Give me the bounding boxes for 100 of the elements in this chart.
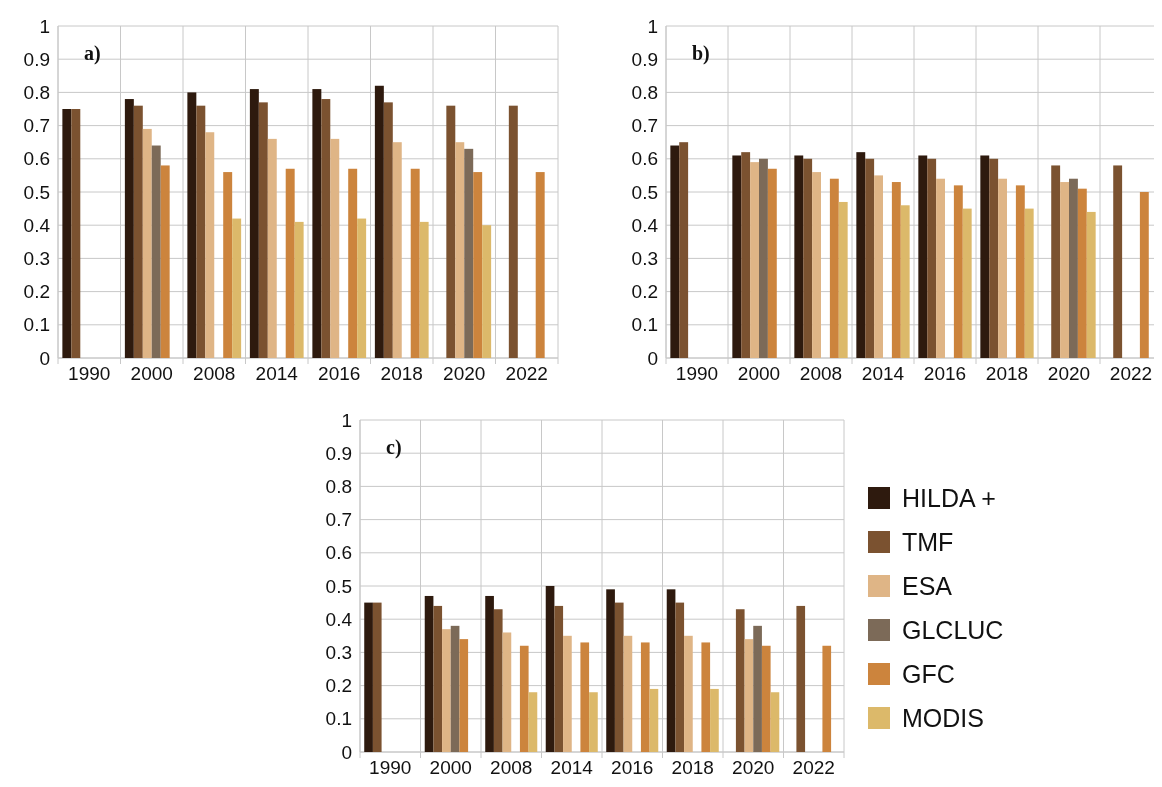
- y-tick-label: 0.1: [325, 708, 352, 730]
- x-tick-label: 2020: [1047, 363, 1091, 384]
- x-tick-label: 2014: [861, 363, 905, 384]
- bar: [759, 158, 768, 358]
- x-tick-label: 2018: [671, 757, 714, 778]
- bar: [741, 152, 751, 358]
- bar: [473, 172, 483, 358]
- bar: [1069, 178, 1078, 358]
- bar: [321, 99, 331, 358]
- bar: [312, 89, 322, 358]
- y-tick-label: 0.2: [631, 281, 658, 303]
- bar: [493, 609, 503, 752]
- bar: [812, 172, 821, 358]
- y-tick-label: 1: [39, 15, 50, 37]
- y-tick-label: 0.5: [325, 575, 352, 597]
- text: b): [692, 42, 710, 65]
- bar: [900, 205, 910, 358]
- bar: [701, 642, 711, 752]
- y-tick-label: 0.4: [325, 608, 353, 630]
- bar: [519, 645, 529, 752]
- bar: [980, 155, 990, 358]
- x-tick-label: 1990: [675, 363, 719, 384]
- bar: [1060, 182, 1069, 358]
- bar: [348, 168, 358, 358]
- legend-label: ESA: [902, 572, 953, 600]
- bar: [679, 142, 689, 358]
- y-tick-label: 1: [341, 409, 352, 431]
- bar: [1086, 211, 1096, 358]
- x-tick-label: 2016: [611, 757, 654, 778]
- bar: [563, 635, 572, 752]
- y-tick-label: 0.8: [631, 81, 658, 103]
- x-tick-label: 2022: [792, 757, 835, 778]
- bar: [196, 105, 206, 358]
- bar: [392, 142, 402, 358]
- bar: [187, 92, 197, 358]
- bar: [998, 178, 1007, 358]
- bar: [424, 595, 434, 752]
- x-tick-label: 2020: [443, 363, 486, 384]
- y-tick-label: 0.4: [631, 214, 659, 236]
- y-tick-label: 0.1: [631, 314, 658, 336]
- x-tick-label: 2008: [193, 363, 236, 384]
- y-tick-label: 0.6: [631, 148, 658, 170]
- y-tick-label: 0: [647, 347, 658, 369]
- bar: [838, 201, 848, 358]
- bar: [767, 168, 777, 358]
- x-tick-label: 2000: [737, 363, 781, 384]
- bar: [364, 602, 373, 752]
- bar: [735, 609, 745, 752]
- bar: [205, 132, 215, 358]
- bar: [249, 89, 259, 358]
- x-tick-label: 2018: [380, 363, 423, 384]
- bar: [580, 642, 590, 752]
- bar: [770, 692, 780, 752]
- x-tick-label: 1990: [369, 757, 412, 778]
- y-tick-label: 0.8: [23, 81, 50, 103]
- bar: [459, 639, 469, 752]
- bar: [796, 605, 806, 752]
- bar: [528, 692, 538, 752]
- y-tick-label: 1: [647, 15, 658, 37]
- bar: [372, 602, 382, 752]
- bar: [675, 602, 685, 752]
- bar: [684, 635, 693, 752]
- y-tick-label: 0.9: [23, 48, 50, 70]
- legend-label: GFC: [902, 660, 955, 688]
- x-tick-label: 2008: [799, 363, 843, 384]
- text: a): [84, 42, 101, 65]
- bar: [829, 178, 839, 358]
- legend-label: MODIS: [902, 704, 984, 732]
- y-tick-label: 0.9: [325, 442, 352, 464]
- bar: [1015, 185, 1025, 358]
- bar: [357, 218, 367, 358]
- bar: [142, 128, 152, 358]
- x-tick-label: 2022: [505, 363, 548, 384]
- bar: [535, 172, 545, 358]
- bar: [1077, 188, 1087, 358]
- bar: [874, 175, 883, 358]
- bar: [1113, 165, 1123, 358]
- legend-label: TMF: [902, 528, 954, 556]
- bar: [761, 645, 771, 752]
- bar: [614, 602, 624, 752]
- bar: [267, 138, 277, 358]
- bar: [160, 165, 170, 358]
- x-tick-label: 2016: [923, 363, 967, 384]
- bar: [554, 605, 564, 752]
- bar: [753, 625, 762, 752]
- bar: [918, 155, 928, 358]
- bar: [419, 221, 429, 358]
- bar: [285, 168, 295, 358]
- y-tick-label: 0.3: [23, 247, 50, 269]
- x-tick-label: 2000: [429, 757, 472, 778]
- bar: [455, 142, 465, 358]
- bar: [71, 109, 81, 358]
- bar: [794, 155, 804, 358]
- bar: [330, 138, 340, 358]
- x-tick-label: 2020: [732, 757, 775, 778]
- bar: [410, 168, 420, 358]
- bar: [953, 185, 963, 358]
- bar: [891, 182, 901, 358]
- bar: [124, 99, 134, 358]
- bar: [623, 635, 633, 752]
